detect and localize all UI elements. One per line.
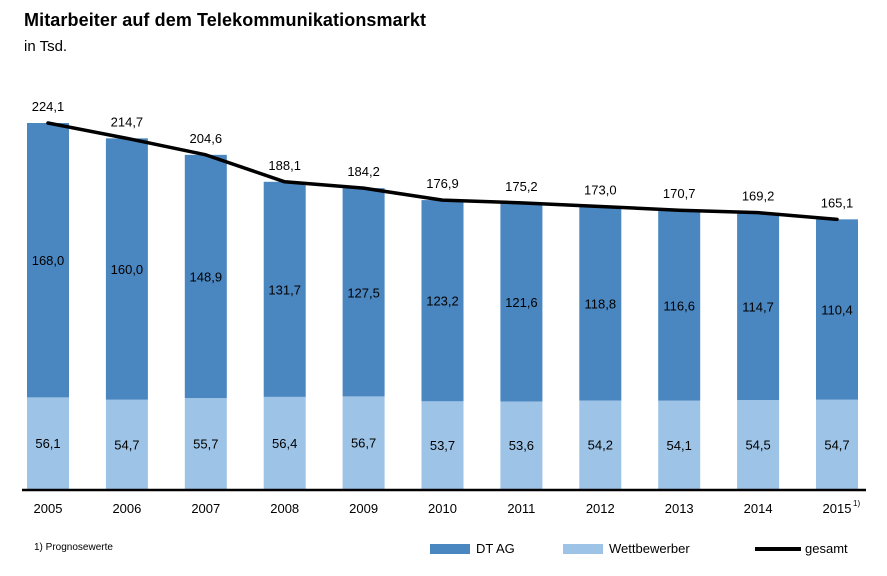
- line-gesamt: [46, 121, 839, 222]
- x-tick-label: 2006: [112, 501, 141, 516]
- legend-item-wettbewerber: Wettbewerber: [563, 541, 690, 556]
- bar-wettbewerber: [579, 400, 622, 489]
- legend-swatch-dt-ag: [430, 543, 470, 554]
- bar-dt-ag: [816, 219, 858, 400]
- data-label-wettbewerber: 54,7: [824, 437, 849, 452]
- data-label-gesamt: 175,2: [505, 179, 538, 194]
- bar-dt-ag: [421, 200, 464, 402]
- legend-label-wettbewerber: Wettbewerber: [609, 541, 690, 556]
- data-label-dt-ag: 116,6: [663, 298, 695, 313]
- data-label-dt-ag: 131,7: [268, 282, 301, 297]
- data-label-wettbewerber: 55,7: [193, 437, 218, 452]
- data-label-dt-ag: 118,8: [585, 296, 617, 311]
- data-label-wettbewerber: 53,7: [430, 438, 455, 453]
- data-label-gesamt: 165,1: [821, 195, 854, 210]
- bar-wettbewerber: [342, 396, 385, 489]
- bar-wettbewerber: [421, 401, 464, 489]
- data-label-gesamt: 170,7: [663, 186, 696, 201]
- legend-item-gesamt: gesamt: [755, 541, 848, 556]
- data-label-dt-ag: 123,2: [426, 294, 459, 309]
- data-label-dt-ag: 114,7: [742, 299, 774, 314]
- chart-subtitle: in Tsd.: [24, 38, 68, 55]
- bar-dt-ag: [184, 154, 227, 399]
- data-label-gesamt: 188,1: [268, 158, 301, 173]
- bar-wettbewerber: [105, 399, 148, 489]
- data-label-dt-ag: 168,0: [32, 253, 65, 268]
- bar-dt-ag: [737, 212, 780, 400]
- x-tick-label: 2007: [191, 501, 220, 516]
- bar-dt-ag: [579, 206, 622, 401]
- bar-wettbewerber: [737, 399, 780, 489]
- legend-swatch-gesamt: [755, 546, 801, 551]
- data-label-wettbewerber: 54,2: [588, 438, 613, 453]
- data-label-wettbewerber: 54,5: [745, 437, 770, 452]
- data-label-wettbewerber: 53,6: [509, 438, 534, 453]
- data-label-wettbewerber: 54,1: [667, 438, 692, 453]
- x-tick-label: 2005: [34, 501, 63, 516]
- x-tick-label: 2015: [823, 501, 852, 516]
- x-tick-label: 2013: [665, 501, 694, 516]
- bar-dt-ag: [27, 123, 69, 398]
- bar-dt-ag: [500, 202, 543, 402]
- x-tick-label: 2014: [744, 501, 773, 516]
- data-label-dt-ag: 121,6: [505, 295, 538, 310]
- x-tick-label: 2008: [270, 501, 299, 516]
- data-label-wettbewerber: 56,4: [272, 436, 297, 451]
- bar-wettbewerber: [816, 399, 858, 489]
- bar-dt-ag: [263, 181, 306, 397]
- data-label-gesamt: 169,2: [742, 189, 775, 204]
- bar-dt-ag: [105, 138, 148, 400]
- chart-title: Mitarbeiter auf dem Telekommunikationsma…: [24, 10, 427, 30]
- data-label-gesamt: 176,9: [426, 176, 459, 191]
- x-tick-footnote: 1): [853, 499, 860, 508]
- x-tick-label: 2010: [428, 501, 457, 516]
- bar-dt-ag: [658, 210, 701, 401]
- x-tick-label: 2011: [507, 501, 535, 516]
- data-label-gesamt: 224,1: [32, 99, 65, 114]
- data-label-wettbewerber: 56,7: [351, 436, 376, 451]
- data-label-gesamt: 214,7: [111, 114, 144, 129]
- legend-item-dt-ag: DT AG: [430, 541, 515, 556]
- bar-wettbewerber: [263, 396, 306, 489]
- x-tick-label: 2009: [349, 501, 378, 516]
- data-label-gesamt: 204,6: [190, 131, 223, 146]
- legend-swatch-wettbewerber: [563, 543, 603, 554]
- footnote: 1) Prognosewerte: [34, 542, 113, 553]
- data-label-dt-ag: 160,0: [111, 262, 144, 277]
- legend-label-gesamt: gesamt: [805, 541, 848, 556]
- bar-wettbewerber: [500, 401, 543, 489]
- data-label-gesamt: 184,2: [347, 164, 380, 179]
- bar-wettbewerber: [27, 397, 69, 489]
- data-label-wettbewerber: 56,1: [35, 436, 60, 451]
- data-label-dt-ag: 110,4: [821, 303, 853, 318]
- data-label-gesamt: 173,0: [584, 182, 617, 197]
- bar-wettbewerber: [658, 400, 701, 489]
- data-label-wettbewerber: 54,7: [114, 437, 139, 452]
- x-tick-label: 2012: [586, 501, 615, 516]
- data-label-dt-ag: 127,5: [347, 285, 380, 300]
- bar-dt-ag: [342, 188, 385, 397]
- bar-wettbewerber: [184, 398, 227, 489]
- data-label-dt-ag: 148,9: [190, 269, 223, 284]
- legend-label-dt-ag: DT AG: [476, 541, 515, 556]
